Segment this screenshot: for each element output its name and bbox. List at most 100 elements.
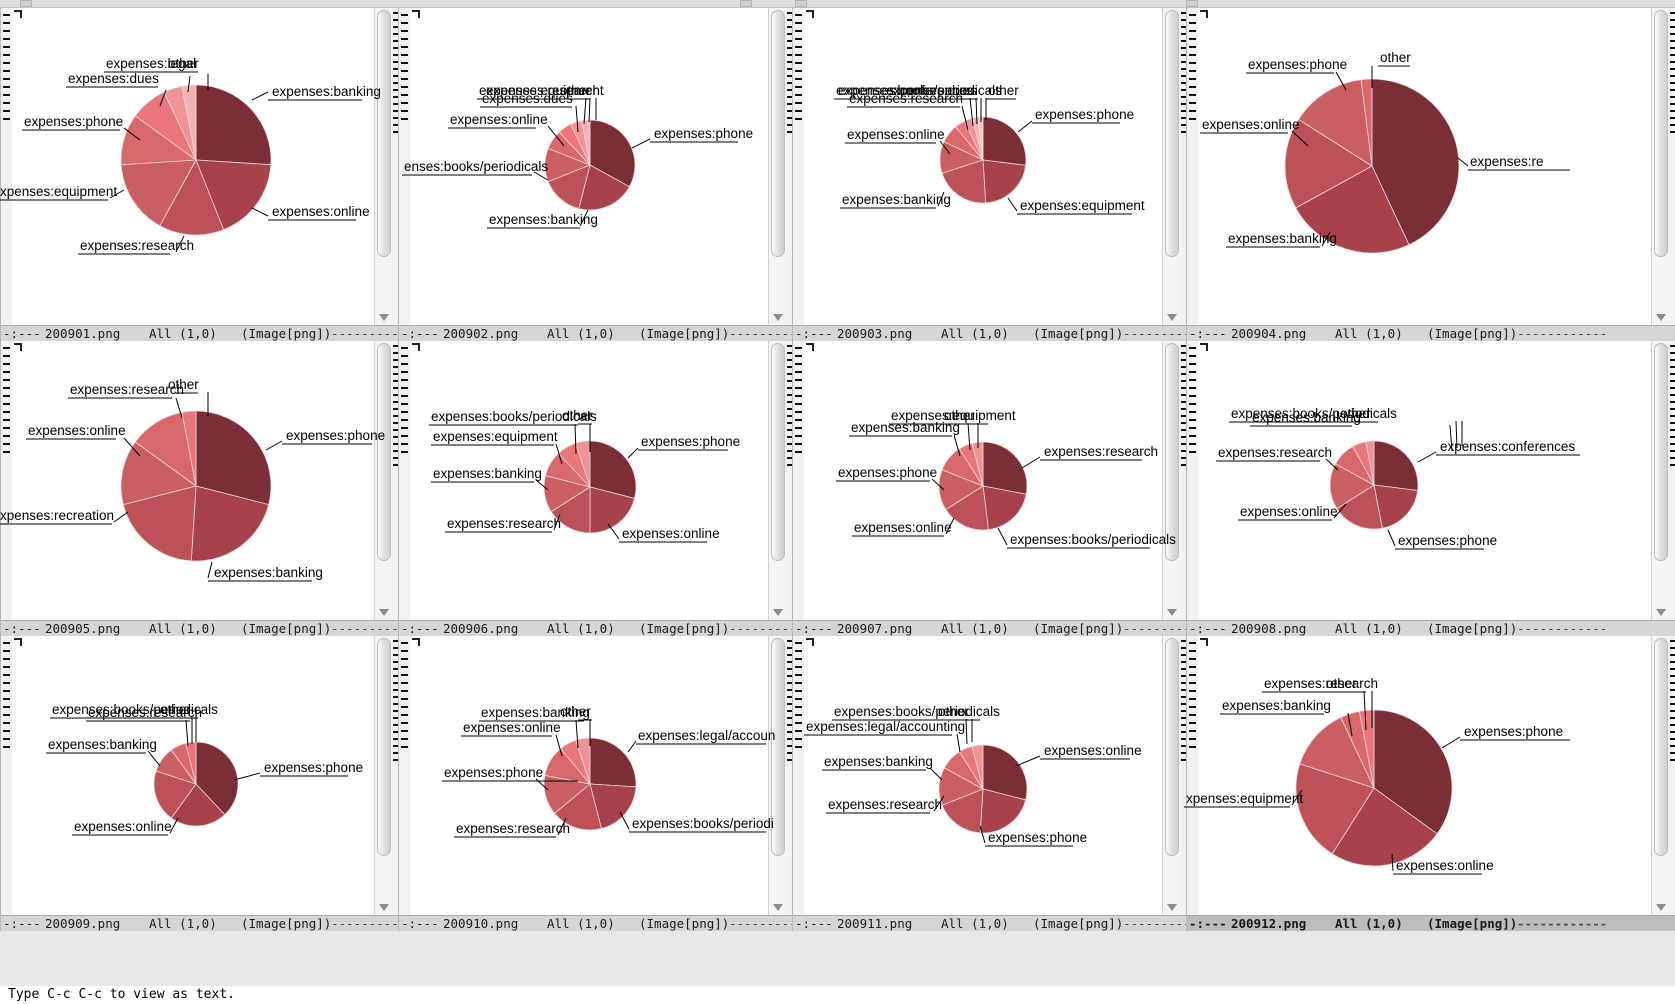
image-canvas[interactable] <box>1198 636 1649 915</box>
scrollbar-thumb[interactable] <box>377 10 391 258</box>
mode-line[interactable]: -:--- 200909.png All (1,0) (Image[png]) ----… <box>1 915 398 931</box>
vertical-scrollbar[interactable] <box>1162 341 1182 620</box>
vertical-scrollbar[interactable] <box>1651 8 1671 325</box>
emacs-window-200908[interactable]: -:--- 200908.png All (1,0) (Image[png]) ----… <box>1186 341 1675 636</box>
left-fringe <box>1187 636 1198 915</box>
mode-line[interactable]: -:--- 200908.png All (1,0) (Image[png]) ----… <box>1187 620 1675 636</box>
mode-line[interactable]: -:--- 200905.png All (1,0) (Image[png]) ----… <box>1 620 398 636</box>
scroll-down-arrow-icon[interactable] <box>1656 314 1666 321</box>
emacs-window-200901[interactable]: -:--- 200901.png All (1,0) (Image[png]) ----… <box>0 8 398 341</box>
mode-line[interactable]: -:--- 200910.png All (1,0) (Image[png]) ----… <box>399 915 792 931</box>
scroll-down-arrow-icon[interactable] <box>1656 609 1666 616</box>
vertical-scrollbar[interactable] <box>768 8 788 325</box>
separator-tick <box>787 696 792 698</box>
scroll-down-arrow-icon[interactable] <box>773 904 783 911</box>
image-canvas[interactable] <box>12 341 372 620</box>
scroll-down-arrow-icon[interactable] <box>379 904 389 911</box>
fringe-dash <box>1189 411 1196 413</box>
window-separator <box>1670 341 1675 620</box>
scroll-down-arrow-icon[interactable] <box>379 314 389 321</box>
scrollbar-thumb[interactable] <box>771 638 785 856</box>
emacs-window-200912[interactable]: -:--- 200912.png All (1,0) (Image[png]) ----… <box>1186 636 1675 931</box>
mode-line-buffer-name: 200908.png <box>1231 621 1307 636</box>
separator-tick <box>1670 668 1675 670</box>
separator-tick <box>1181 131 1186 133</box>
scrollbar-thumb[interactable] <box>1654 638 1668 856</box>
image-canvas[interactable] <box>12 636 372 915</box>
mode-line[interactable]: -:--- 200911.png All (1,0) (Image[png]) ----… <box>793 915 1186 931</box>
emacs-window-200905[interactable]: -:--- 200905.png All (1,0) (Image[png]) ----… <box>0 341 398 636</box>
image-canvas[interactable] <box>410 636 766 915</box>
fringe-dash <box>795 22 802 24</box>
separator-tick <box>393 82 398 84</box>
mode-line[interactable]: -:--- 200906.png All (1,0) (Image[png]) ----… <box>399 620 792 636</box>
vertical-scrollbar[interactable] <box>374 636 394 915</box>
fringe-dash <box>401 379 408 381</box>
image-canvas[interactable] <box>804 8 1160 325</box>
fringe-dash <box>1189 730 1196 732</box>
scrollbar-thumb[interactable] <box>1165 343 1179 561</box>
left-fringe <box>793 8 804 325</box>
vertical-scrollbar[interactable] <box>768 636 788 915</box>
scroll-down-arrow-icon[interactable] <box>1656 904 1666 911</box>
mode-line[interactable]: -:--- 200901.png All (1,0) (Image[png]) ----… <box>1 325 398 341</box>
image-canvas[interactable] <box>804 341 1160 620</box>
scroll-down-arrow-icon[interactable] <box>1167 314 1177 321</box>
emacs-window-200907[interactable]: -:--- 200907.png All (1,0) (Image[png]) ----… <box>792 341 1186 636</box>
emacs-window-200904[interactable]: -:--- 200904.png All (1,0) (Image[png]) ----… <box>1186 8 1675 341</box>
image-canvas[interactable] <box>12 8 372 325</box>
scroll-down-arrow-icon[interactable] <box>1167 609 1177 616</box>
image-canvas[interactable] <box>1198 341 1649 620</box>
toolbar-icon-3[interactable] <box>795 0 807 7</box>
emacs-window-200910[interactable]: -:--- 200910.png All (1,0) (Image[png]) ----… <box>398 636 792 931</box>
scrollbar-thumb[interactable] <box>377 343 391 561</box>
emacs-window-200902[interactable]: -:--- 200902.png All (1,0) (Image[png]) ----… <box>398 8 792 341</box>
toolbar-icon-4[interactable] <box>1186 0 1198 7</box>
mode-line[interactable]: -:--- 200903.png All (1,0) (Image[png]) ----… <box>793 325 1186 341</box>
scrollbar-thumb[interactable] <box>771 10 785 258</box>
scroll-down-arrow-icon[interactable] <box>773 314 783 321</box>
emacs-window-200903[interactable]: -:--- 200903.png All (1,0) (Image[png]) ----… <box>792 8 1186 341</box>
image-canvas[interactable] <box>804 636 1160 915</box>
mode-line[interactable]: -:--- 200902.png All (1,0) (Image[png]) ----… <box>399 325 792 341</box>
image-canvas[interactable] <box>410 341 766 620</box>
separator-tick <box>1181 54 1186 56</box>
fringe-dash <box>1189 451 1196 453</box>
scroll-down-arrow-icon[interactable] <box>773 609 783 616</box>
mode-line[interactable]: -:--- 200912.png All (1,0) (Image[png]) ----… <box>1187 915 1675 931</box>
mode-line[interactable]: -:--- 200904.png All (1,0) (Image[png]) ----… <box>1187 325 1675 341</box>
emacs-window-200911[interactable]: -:--- 200911.png All (1,0) (Image[png]) ----… <box>792 636 1186 931</box>
fringe-dash <box>401 62 408 64</box>
vertical-scrollbar[interactable] <box>1651 636 1671 915</box>
scrollbar-thumb[interactable] <box>1165 638 1179 856</box>
vertical-scrollbar[interactable] <box>768 341 788 620</box>
emacs-window-200909[interactable]: -:--- 200909.png All (1,0) (Image[png]) ----… <box>0 636 398 931</box>
scrollbar-thumb[interactable] <box>1654 10 1668 258</box>
vertical-scrollbar[interactable] <box>374 8 394 325</box>
toolbar-icon-1[interactable] <box>20 0 32 7</box>
image-canvas[interactable] <box>410 8 766 325</box>
toolbar-icon-2[interactable] <box>740 0 752 7</box>
vertical-scrollbar[interactable] <box>1651 341 1671 620</box>
window-grid: -:--- 200901.png All (1,0) (Image[png]) ----… <box>0 8 1675 986</box>
mode-line-position: All (1,0) <box>1335 621 1403 636</box>
scrollbar-thumb[interactable] <box>1654 343 1668 561</box>
vertical-scrollbar[interactable] <box>1162 8 1182 325</box>
fringe-dash <box>3 435 10 437</box>
mode-line-filler: ------------ <box>331 326 398 341</box>
mode-line[interactable]: -:--- 200907.png All (1,0) (Image[png]) ----… <box>793 620 1186 636</box>
scroll-down-arrow-icon[interactable] <box>1167 904 1177 911</box>
image-canvas[interactable] <box>1198 8 1649 325</box>
mode-line-filler: ------------ <box>1517 326 1608 341</box>
fringe-dash <box>401 706 408 708</box>
scrollbar-thumb[interactable] <box>1165 10 1179 258</box>
vertical-scrollbar[interactable] <box>1162 636 1182 915</box>
left-fringe <box>399 636 410 915</box>
scroll-down-arrow-icon[interactable] <box>379 609 389 616</box>
window-separator <box>787 8 792 325</box>
scrollbar-thumb[interactable] <box>377 638 391 856</box>
emacs-window-200906[interactable]: -:--- 200906.png All (1,0) (Image[png]) ----… <box>398 341 792 636</box>
vertical-scrollbar[interactable] <box>374 341 394 620</box>
separator-tick <box>1670 738 1675 740</box>
scrollbar-thumb[interactable] <box>771 343 785 561</box>
